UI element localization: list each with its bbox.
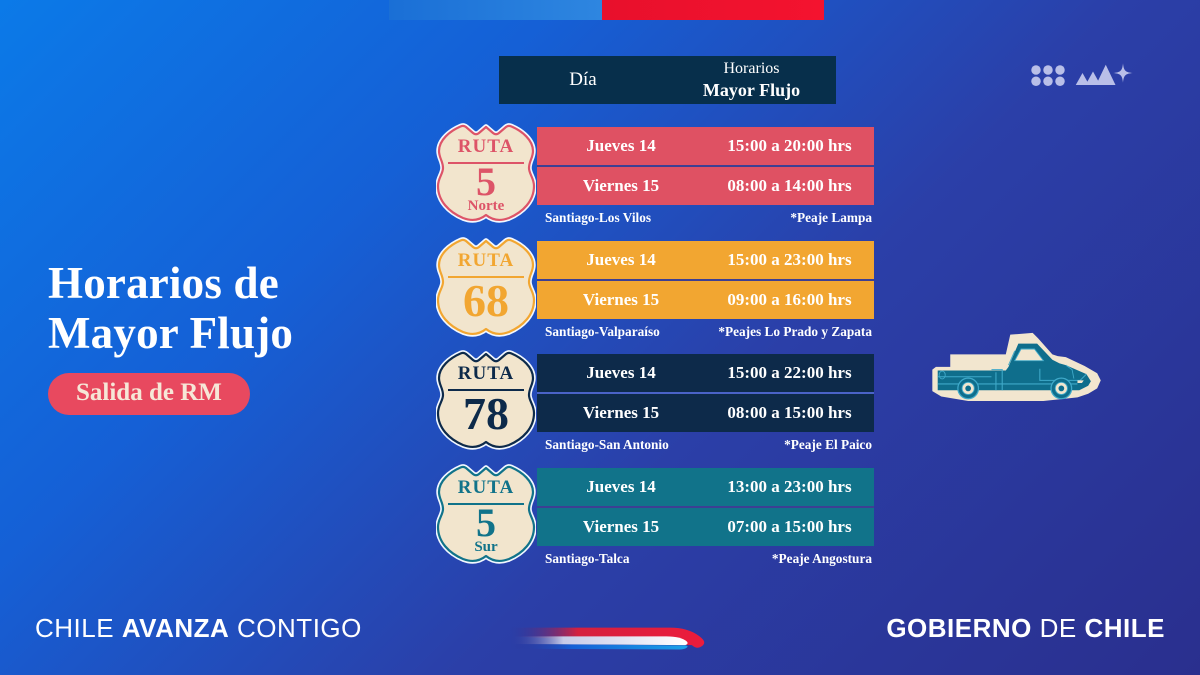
svg-text:RUTA: RUTA bbox=[458, 477, 514, 498]
svg-text:68: 68 bbox=[463, 275, 509, 326]
svg-text:RUTA: RUTA bbox=[458, 363, 514, 384]
svg-text:Norte: Norte bbox=[468, 198, 505, 214]
svg-text:RUTA: RUTA bbox=[458, 250, 514, 271]
svg-text:78: 78 bbox=[463, 388, 509, 439]
svg-text:Sur: Sur bbox=[474, 539, 498, 555]
svg-text:RUTA: RUTA bbox=[458, 136, 514, 157]
